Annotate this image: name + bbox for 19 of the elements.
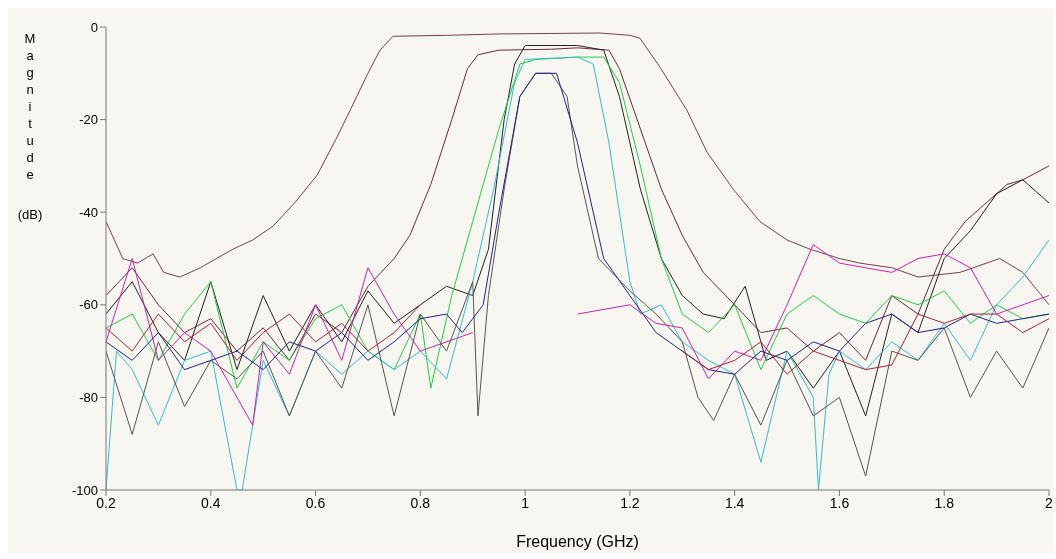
y-tick-label: -40 bbox=[79, 204, 98, 220]
x-tick-label: 1.8 bbox=[934, 494, 955, 511]
x-tick-label: 0.6 bbox=[305, 494, 326, 511]
x-tick-label: 0.4 bbox=[201, 494, 221, 511]
x-tick-label: 1 bbox=[521, 494, 530, 511]
x-tick-label: 1.6 bbox=[829, 494, 850, 511]
x-tick-label: 2 bbox=[1045, 494, 1054, 511]
x-tick-label: 1.2 bbox=[620, 494, 640, 511]
y-tick-label: 0 bbox=[90, 19, 98, 35]
line-series bbox=[106, 32, 1049, 306]
y-tick-label: -20 bbox=[79, 112, 98, 128]
x-tick-label: 1.4 bbox=[724, 494, 745, 511]
text: Magnitude (dB) bbox=[17, 31, 43, 222]
y-tick-label: -60 bbox=[79, 297, 98, 313]
x-axis-title: Frequency (GHz) bbox=[516, 533, 639, 550]
y-tick-label: -80 bbox=[79, 390, 98, 406]
x-tick-label: 0.2 bbox=[96, 494, 116, 511]
y-tick-label: -100 bbox=[71, 482, 98, 498]
x-tick-label: 0.8 bbox=[410, 494, 431, 511]
